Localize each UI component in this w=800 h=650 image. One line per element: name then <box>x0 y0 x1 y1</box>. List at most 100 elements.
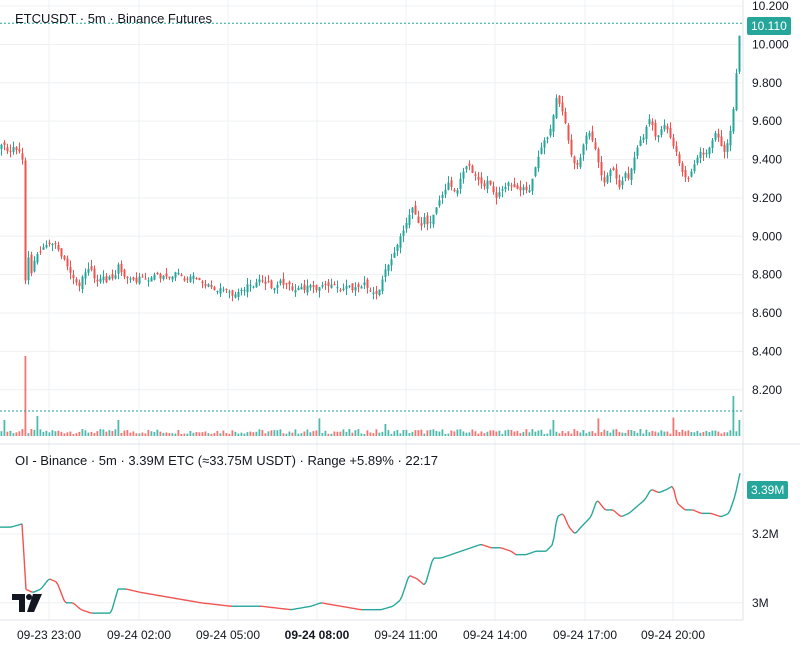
candle-body <box>510 185 513 187</box>
volume-bar <box>687 430 690 436</box>
oi-segment <box>405 578 409 585</box>
volume-bar <box>573 429 576 436</box>
volume-bar <box>156 429 159 436</box>
oi-segment <box>387 606 391 609</box>
oi-segment <box>603 508 607 511</box>
candle-body <box>711 140 714 149</box>
candle-body <box>687 177 690 179</box>
candle-body <box>669 127 672 138</box>
oi-segment <box>391 604 395 608</box>
candle-body <box>3 142 6 145</box>
volume-bar <box>195 432 198 436</box>
volume-bar <box>375 429 378 436</box>
candle-body <box>666 126 669 130</box>
candle-body <box>702 152 705 155</box>
candle-body <box>219 288 222 294</box>
volume-bar <box>273 430 276 436</box>
oi-segment <box>645 494 649 499</box>
candle-body <box>357 284 360 288</box>
candle-body <box>684 170 687 178</box>
price-tick-label: 9.000 <box>752 229 782 243</box>
oi-segment <box>639 501 643 505</box>
oi-segment <box>667 486 671 490</box>
oi-segment <box>29 590 33 593</box>
candle-body <box>375 291 378 294</box>
volume-bar <box>435 430 438 436</box>
candle-body <box>540 147 543 154</box>
candle-body <box>729 130 732 146</box>
volume-bar <box>333 431 336 436</box>
candle-body <box>564 111 567 124</box>
candle-body <box>63 256 66 260</box>
volume-bar <box>696 430 699 436</box>
candle-body <box>114 275 117 279</box>
oi-segment <box>411 575 415 579</box>
volume-bar <box>345 431 348 436</box>
oi-segment <box>677 503 681 507</box>
candle-body <box>678 154 681 164</box>
oi-segment <box>85 610 89 613</box>
candle-body <box>351 283 354 291</box>
volume-bar <box>711 430 714 436</box>
oi-segment <box>453 552 457 555</box>
oi-segment <box>401 590 405 597</box>
candle-body <box>360 286 363 289</box>
volume-bar <box>213 433 216 436</box>
candle-body <box>429 221 432 223</box>
volume-bar <box>297 433 300 436</box>
oi-segment <box>671 486 675 491</box>
candle-body <box>516 185 519 189</box>
price-tick-label: 8.200 <box>752 383 782 397</box>
candle-body <box>168 276 171 279</box>
volume-bar <box>642 433 645 436</box>
volume-bar <box>705 430 708 436</box>
volume-bar <box>351 432 354 436</box>
candle-body <box>138 276 141 284</box>
volume-bar <box>396 429 399 436</box>
volume-bar <box>627 429 630 436</box>
volume-bar <box>732 396 735 436</box>
candle-body <box>309 285 312 288</box>
price-tick-label: 8.800 <box>752 268 782 282</box>
volume-bar <box>477 433 480 436</box>
time-tick-label: 09-24 11:00 <box>374 628 437 642</box>
oi-segment <box>465 548 469 551</box>
oi-segment <box>45 579 49 584</box>
oi-segment <box>647 490 651 495</box>
volume-bar <box>630 430 633 436</box>
volume-bar <box>21 429 24 436</box>
candle-body <box>87 268 90 273</box>
candle-body <box>411 207 414 213</box>
candle-body <box>501 189 504 191</box>
volume-bar <box>186 433 189 436</box>
candle-body <box>444 189 447 195</box>
candle-body <box>597 149 600 163</box>
volume-bar <box>663 431 666 436</box>
volume-bar <box>600 432 603 436</box>
candle-body <box>342 288 345 291</box>
volume-bar <box>543 433 546 436</box>
oi-segment <box>43 582 47 586</box>
volume-bar <box>210 433 213 436</box>
oi-segment <box>417 579 421 582</box>
volume-bar <box>699 432 702 436</box>
volume-bar <box>252 432 255 436</box>
candle-body <box>345 286 348 289</box>
volume-bar <box>615 429 618 436</box>
candle-body <box>24 160 27 281</box>
candle-body <box>588 133 591 137</box>
oi-segment <box>675 498 679 505</box>
price-tick-label: 9.600 <box>752 114 782 128</box>
candle-body <box>366 279 369 289</box>
oi-segment <box>445 555 449 558</box>
oi-segment <box>525 553 529 556</box>
candle-body <box>585 135 588 144</box>
candle-body <box>495 192 498 198</box>
oi-segment <box>483 544 487 547</box>
oi-segment <box>507 549 511 552</box>
oi-segment <box>635 505 639 508</box>
volume-bar <box>348 429 351 436</box>
oi-tick-label: 3.2M <box>752 527 779 541</box>
volume-bar <box>597 418 600 436</box>
candle-body <box>252 286 255 288</box>
